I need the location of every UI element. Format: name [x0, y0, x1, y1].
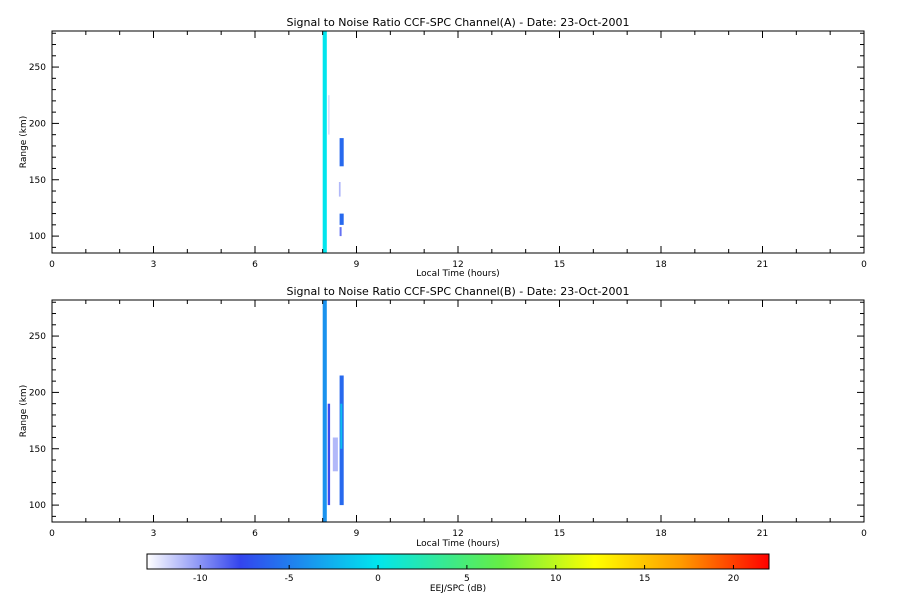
panel-a-xtick-label: 21 — [757, 260, 768, 270]
panel-a-ytick-label: 100 — [29, 232, 46, 242]
panel-a-data-band-4 — [339, 227, 342, 237]
panel-a-ytick-label: 150 — [29, 176, 46, 186]
panel-a-plot-area — [322, 31, 344, 253]
colorbar-tick-label: 5 — [464, 574, 470, 584]
colorbar-tick-label: 10 — [550, 574, 562, 584]
panel-a-data-band-0 — [322, 31, 327, 253]
colorbar-tick-label: 20 — [728, 574, 740, 584]
colorbar-tick-label: -5 — [285, 574, 294, 584]
panel-b-plot-area — [322, 300, 344, 522]
colorbar-label: EEJ/SPC (dB) — [430, 584, 486, 594]
panel-a-title: Signal to Noise Ratio CCF-SPC Channel(A)… — [286, 16, 629, 29]
panel-b-data-band-2 — [332, 437, 338, 472]
panel-b-xtick-label: 0 — [49, 529, 55, 539]
colorbar: -10 -5 0 5 10 15 20 EEJ/SPC (dB) — [146, 553, 770, 594]
panel-b-xlabel: Local Time (hours) — [416, 539, 499, 549]
panel-b: Signal to Noise Ratio CCF-SPC Channel(B)… — [19, 285, 867, 549]
panel-a-data-band-2 — [339, 138, 344, 167]
panel-a-xtick-label: 6 — [252, 260, 258, 270]
panel-b-ytick-label: 150 — [29, 445, 46, 455]
panel-b-data-band-0 — [322, 300, 327, 522]
panel-a-ylabel: Range (km) — [19, 116, 29, 168]
colorbar-ticks: -10 -5 0 5 10 15 20 — [193, 565, 739, 584]
panel-a-xtick-label: 3 — [151, 260, 157, 270]
panel-a-ytick-label: 200 — [29, 119, 46, 129]
panel-a-xtick-label: 18 — [655, 260, 667, 270]
panel-b-ylabel: Range (km) — [19, 385, 29, 437]
colorbar-tick-label: 0 — [375, 574, 381, 584]
panel-b-data-band-4 — [340, 403, 343, 449]
panel-b-ytick-label: 200 — [29, 388, 46, 398]
panel-b-xtick-label: 21 — [757, 529, 768, 539]
panel-b-data-band-1 — [327, 403, 331, 506]
panel-a: Signal to Noise Ratio CCF-SPC Channel(A)… — [19, 16, 867, 279]
panel-a-xtick-label: 0 — [861, 260, 867, 270]
panel-a-frame — [51, 30, 865, 254]
panel-a-data-band-3 — [339, 213, 344, 225]
panel-a-xtick-label: 15 — [554, 260, 565, 270]
panel-a-xlabel: Local Time (hours) — [416, 269, 499, 279]
panel-b-xtick-label: 3 — [151, 529, 157, 539]
panel-a-xtick-label: 9 — [354, 260, 360, 270]
panel-b-ytick-label: 250 — [29, 332, 46, 342]
panel-b-ticks: 0 3 6 9 12 15 18 21 0 100 150 200 250 — [29, 300, 867, 539]
panel-a-ytick-label: 250 — [29, 63, 46, 73]
panel-a-data-band-5 — [338, 182, 341, 197]
panel-b-frame — [51, 299, 865, 523]
panel-b-ytick-label: 100 — [29, 501, 46, 511]
panel-b-xtick-label: 6 — [252, 529, 258, 539]
panel-a-ticks: 0 3 6 9 12 15 18 21 0 100 150 200 250 — [29, 31, 867, 270]
panel-b-xtick-label: 18 — [655, 529, 667, 539]
colorbar-gradient — [146, 553, 770, 570]
panel-b-xtick-label: 12 — [452, 529, 463, 539]
panel-a-xtick-label: 0 — [49, 260, 55, 270]
panel-a-data-band-1 — [328, 95, 330, 135]
panel-a-xtick-label: 12 — [452, 260, 463, 270]
panel-b-xtick-label: 0 — [861, 529, 867, 539]
colorbar-tick-label: -10 — [193, 574, 208, 584]
colorbar-tick-label: 15 — [639, 574, 650, 584]
panel-b-title: Signal to Noise Ratio CCF-SPC Channel(B)… — [286, 285, 629, 298]
panel-b-xtick-label: 9 — [354, 529, 360, 539]
panel-b-xtick-label: 15 — [554, 529, 565, 539]
